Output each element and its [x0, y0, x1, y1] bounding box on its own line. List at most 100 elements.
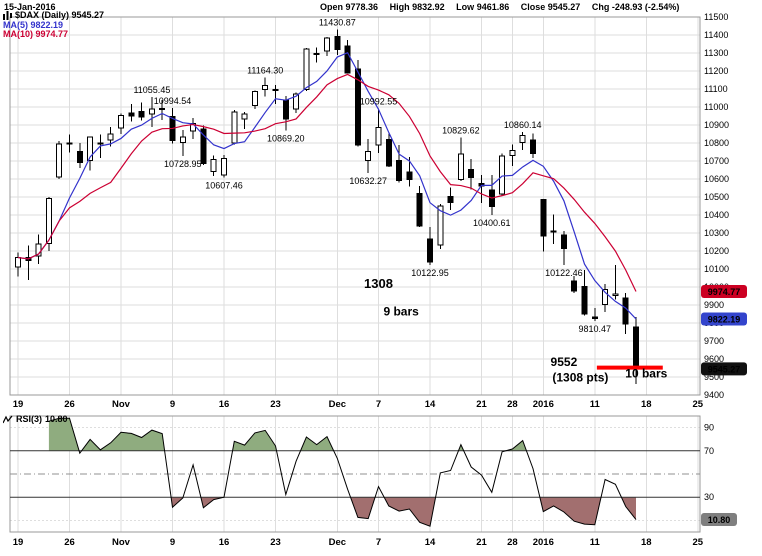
date-axis-labels: 19 26 Nov 9 16 23 Dec 7 14 21 28 2016 11 18 25 [13, 399, 704, 410]
candle-body [272, 88, 279, 91]
candle-body [179, 136, 186, 144]
annotation-text: (1308 pts) [552, 370, 608, 384]
candle-body [148, 108, 155, 115]
svg-text:9900: 9900 [704, 300, 724, 310]
svg-text:28: 28 [507, 399, 518, 410]
candle-body [396, 160, 403, 181]
pivot-label: 10728.95 [164, 159, 202, 169]
svg-text:9545.27: 9545.27 [708, 364, 741, 374]
svg-text:30: 30 [704, 492, 714, 502]
pivot-label: 10860.14 [504, 120, 542, 130]
ohlc-field-close: Close 9545.27 [521, 2, 581, 12]
candle-body [602, 289, 609, 306]
text-annotations: 1308 9 bars 9552(1308 pts) 10 bars [364, 276, 668, 384]
rsi-value: 10.80 [45, 414, 68, 424]
candle-body [107, 133, 114, 141]
candle-body [221, 158, 227, 176]
candle-body [159, 107, 166, 111]
svg-text:2016: 2016 [533, 537, 554, 548]
price-tag-ma10: 9974.77 [701, 285, 747, 299]
svg-text:10900: 10900 [704, 120, 729, 130]
rsi-date-axis-labels: 19 26 Nov 9 16 23 Dec 7 14 21 28 2016 11 18 25 [13, 537, 704, 548]
ma5-line [17, 51, 637, 320]
svg-text:16: 16 [219, 399, 230, 410]
candle-body [499, 155, 506, 195]
candle-body [633, 326, 639, 370]
svg-text:11300: 11300 [704, 48, 728, 58]
candle-body [76, 151, 83, 163]
price-tag-close: 9545.27 [701, 362, 747, 376]
candles [15, 29, 639, 384]
svg-text:9700: 9700 [704, 336, 724, 346]
svg-text:Nov: Nov [112, 399, 131, 410]
svg-text:90: 90 [704, 423, 714, 433]
candle-body [138, 110, 145, 118]
candle-body [612, 293, 619, 297]
candle-body [385, 138, 392, 167]
candle-body [303, 48, 310, 90]
svg-text:23: 23 [270, 537, 281, 548]
ohlc-label: Open [320, 2, 344, 12]
ohlc-field-open: Open 9778.36 [320, 2, 378, 12]
svg-text:11400: 11400 [704, 30, 728, 40]
candle-body [282, 99, 289, 120]
ma10-line [17, 73, 637, 292]
ohlc-value: -248.93 (-2.54%) [611, 2, 680, 12]
candle-body [210, 159, 217, 172]
candle-body [581, 286, 588, 315]
svg-text:70: 70 [704, 446, 714, 456]
svg-text:18: 18 [641, 537, 652, 548]
legend-ma10-label: MA(10) 9974.77 [3, 29, 69, 39]
svg-text:11: 11 [590, 399, 601, 410]
rsi-legend: RSI(3) 10.80 [3, 414, 68, 424]
svg-text:9974.77: 9974.77 [708, 287, 741, 297]
pivot-label: 10400.61 [473, 218, 511, 228]
candle-body [622, 297, 629, 325]
candle-body [313, 52, 320, 55]
ohlc-value: 9832.92 [412, 2, 445, 12]
candle-body [251, 91, 258, 107]
pivot-label: 10632.27 [349, 176, 387, 186]
ohlc-field-high: High 9832.92 [390, 2, 445, 12]
legend-ma10-row: MA(10) 9974.77 [3, 29, 104, 40]
candle-body [334, 35, 341, 50]
candle-body [15, 256, 21, 268]
svg-text:26: 26 [64, 399, 75, 410]
svg-text:10200: 10200 [704, 246, 729, 256]
pivot-label: 10994.54 [154, 96, 192, 106]
rsi-line [48, 417, 637, 527]
svg-text:25: 25 [693, 537, 704, 548]
rsi-panel[interactable]: 907030101926Nov91623Dec71421282016111825… [0, 412, 762, 556]
candle-body [293, 93, 300, 110]
candle-body [365, 151, 372, 162]
candle-body [128, 112, 135, 117]
candle-body [416, 192, 423, 227]
candle-body [447, 196, 454, 204]
pivot-label: 10829.62 [442, 126, 480, 136]
svg-text:9: 9 [170, 399, 175, 410]
svg-text:18: 18 [641, 399, 652, 410]
candle-body [375, 127, 382, 146]
candle-body [56, 143, 63, 178]
svg-text:9400: 9400 [704, 390, 724, 400]
svg-text:10800: 10800 [704, 138, 729, 148]
svg-text:9500: 9500 [704, 372, 724, 382]
ohlc-field-low: Low 9461.86 [456, 2, 509, 12]
candle-body [97, 142, 104, 145]
candle-body [550, 230, 557, 233]
candle-body [231, 111, 238, 144]
candle-body [118, 115, 124, 129]
candle-body [200, 128, 207, 165]
ohlc-label: Low [456, 2, 475, 12]
ohlc-value: 9461.86 [476, 2, 510, 12]
legend-symbol-label: $DAX (Daily) 9545.27 [15, 10, 105, 20]
candle-body [468, 169, 475, 179]
price-chart[interactable]: 9400950096009700980099001000010100102001… [0, 0, 762, 412]
svg-text:25: 25 [693, 399, 704, 410]
svg-text:10300: 10300 [704, 228, 729, 238]
candle-body [427, 238, 433, 263]
legend-symbol-row: $DAX (Daily) 9545.27 [3, 10, 105, 21]
legend: $DAX (Daily) 9545.27 MA(5) 9822.19 MA(10… [3, 10, 105, 40]
